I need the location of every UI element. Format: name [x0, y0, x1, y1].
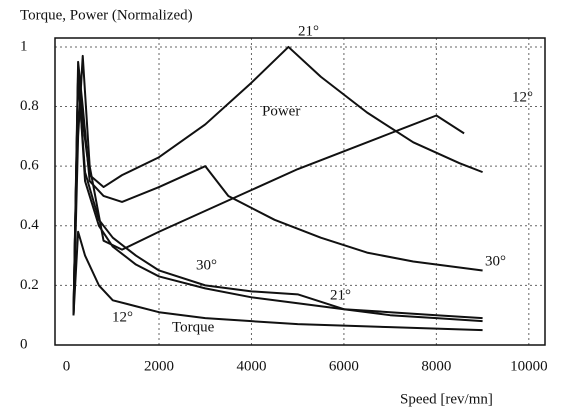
x-axis-label: Speed [rev/mn] [400, 391, 493, 407]
x-tick-label: 4000 [236, 358, 266, 374]
annotation: Torque [172, 319, 215, 335]
curve-label: 21° [298, 23, 319, 39]
y-tick-label: 0 [20, 336, 28, 352]
line [72, 54, 465, 316]
y-tick-label: 0.8 [20, 98, 39, 114]
x-tick-label: 10000 [510, 358, 548, 374]
line [72, 230, 483, 332]
plot-frame [54, 37, 546, 346]
x-tick-label: 0 [63, 358, 71, 374]
line [72, 60, 483, 316]
line [72, 69, 483, 320]
line [72, 75, 483, 323]
curve-label: 30° [196, 257, 217, 273]
x-tick-label: 6000 [329, 358, 359, 374]
curve-label: 12° [112, 309, 133, 325]
curve-label: 30° [485, 253, 506, 269]
x-tick-label: 2000 [144, 358, 174, 374]
x-tick-label: 8000 [421, 358, 451, 374]
curve-label: 12° [512, 89, 533, 105]
line [72, 45, 483, 316]
y-tick-label: 0.6 [20, 158, 39, 174]
annotation: Power [262, 103, 300, 119]
curve-label: 21° [330, 287, 351, 303]
y-tick-label: 0.2 [20, 277, 39, 293]
y-tick-label: 0.4 [20, 217, 39, 233]
y-tick-label: 1 [20, 38, 28, 54]
chart-title: Torque, Power (Normalized) [20, 7, 193, 23]
